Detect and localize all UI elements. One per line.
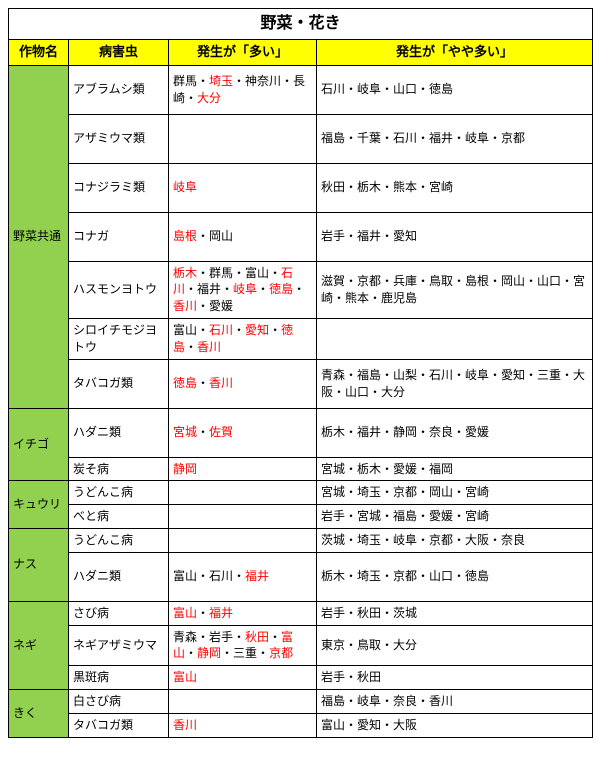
- many-cell: 富山・石川・愛知・徳島・香川: [169, 318, 317, 359]
- pest-cell: 炭そ病: [69, 457, 169, 481]
- some-cell: 青森・福島・山梨・石川・岐阜・愛知・三重・大阪・山口・大分: [317, 359, 593, 408]
- pest-cell: 白さび病: [69, 689, 169, 713]
- pest-cell: タバコガ類: [69, 359, 169, 408]
- many-cell: [169, 505, 317, 529]
- some-cell: 栃木・福井・静岡・奈良・愛媛: [317, 408, 593, 457]
- pest-cell: ネギアザミウマ: [69, 625, 169, 666]
- many-cell: 岐阜: [169, 163, 317, 212]
- crop-cell: 野菜共通: [9, 65, 69, 408]
- header-pest: 病害虫: [69, 40, 169, 65]
- some-cell: 岩手・秋田・茨城: [317, 601, 593, 625]
- some-cell: 東京・鳥取・大分: [317, 625, 593, 666]
- some-cell: 岩手・宮城・福島・愛媛・宮崎: [317, 505, 593, 529]
- header-crop: 作物名: [9, 40, 69, 65]
- pest-cell: アザミウマ類: [69, 114, 169, 163]
- pest-table: 野菜・花き作物名病害虫発生が「多い」発生が「やや多い」野菜共通アブラムシ類群馬・…: [8, 8, 593, 738]
- header-many: 発生が「多い」: [169, 40, 317, 65]
- some-cell: 宮城・埼玉・京都・岡山・宮崎: [317, 481, 593, 505]
- some-cell: 福島・千葉・石川・福井・岐阜・京都: [317, 114, 593, 163]
- many-cell: 宮城・佐賀: [169, 408, 317, 457]
- crop-cell: ネギ: [9, 601, 69, 689]
- pest-cell: コナガ: [69, 212, 169, 261]
- some-cell: 宮城・栃木・愛媛・福岡: [317, 457, 593, 481]
- table-title: 野菜・花き: [9, 9, 593, 40]
- pest-cell: ハダニ類: [69, 552, 169, 601]
- many-cell: 富山: [169, 666, 317, 690]
- pest-cell: タバコガ類: [69, 713, 169, 737]
- some-cell: 石川・岐阜・山口・徳島: [317, 65, 593, 114]
- pest-cell: アブラムシ類: [69, 65, 169, 114]
- crop-cell: キュウリ: [9, 481, 69, 529]
- some-cell: 栃木・埼玉・京都・山口・徳島: [317, 552, 593, 601]
- many-cell: [169, 528, 317, 552]
- header-some: 発生が「やや多い」: [317, 40, 593, 65]
- crop-cell: ナス: [9, 528, 69, 601]
- pest-cell: コナジラミ類: [69, 163, 169, 212]
- crop-cell: きく: [9, 689, 69, 737]
- pest-cell: ハスモンヨトウ: [69, 261, 169, 318]
- pest-cell: さび病: [69, 601, 169, 625]
- many-cell: 富山・福井: [169, 601, 317, 625]
- many-cell: 香川: [169, 713, 317, 737]
- pest-cell: べと病: [69, 505, 169, 529]
- some-cell: 秋田・栃木・熊本・宮崎: [317, 163, 593, 212]
- some-cell: 岩手・秋田: [317, 666, 593, 690]
- many-cell: 青森・岩手・秋田・富山・静岡・三重・京都: [169, 625, 317, 666]
- some-cell: 岩手・福井・愛知: [317, 212, 593, 261]
- many-cell: [169, 114, 317, 163]
- many-cell: [169, 689, 317, 713]
- many-cell: 富山・石川・福井: [169, 552, 317, 601]
- pest-cell: 黒斑病: [69, 666, 169, 690]
- pest-cell: ハダニ類: [69, 408, 169, 457]
- pest-cell: うどんこ病: [69, 528, 169, 552]
- crop-cell: イチゴ: [9, 408, 69, 481]
- many-cell: 群馬・埼玉・神奈川・長崎・大分: [169, 65, 317, 114]
- many-cell: 静岡: [169, 457, 317, 481]
- many-cell: 栃木・群馬・富山・石川・福井・岐阜・徳島・香川・愛媛: [169, 261, 317, 318]
- some-cell: 茨城・埼玉・岐阜・京都・大阪・奈良: [317, 528, 593, 552]
- some-cell: [317, 318, 593, 359]
- many-cell: 島根・岡山: [169, 212, 317, 261]
- some-cell: 富山・愛知・大阪: [317, 713, 593, 737]
- many-cell: 徳島・香川: [169, 359, 317, 408]
- pest-cell: うどんこ病: [69, 481, 169, 505]
- some-cell: 滋賀・京都・兵庫・鳥取・島根・岡山・山口・宮崎・熊本・鹿児島: [317, 261, 593, 318]
- many-cell: [169, 481, 317, 505]
- some-cell: 福島・岐阜・奈良・香川: [317, 689, 593, 713]
- pest-cell: シロイチモジヨトウ: [69, 318, 169, 359]
